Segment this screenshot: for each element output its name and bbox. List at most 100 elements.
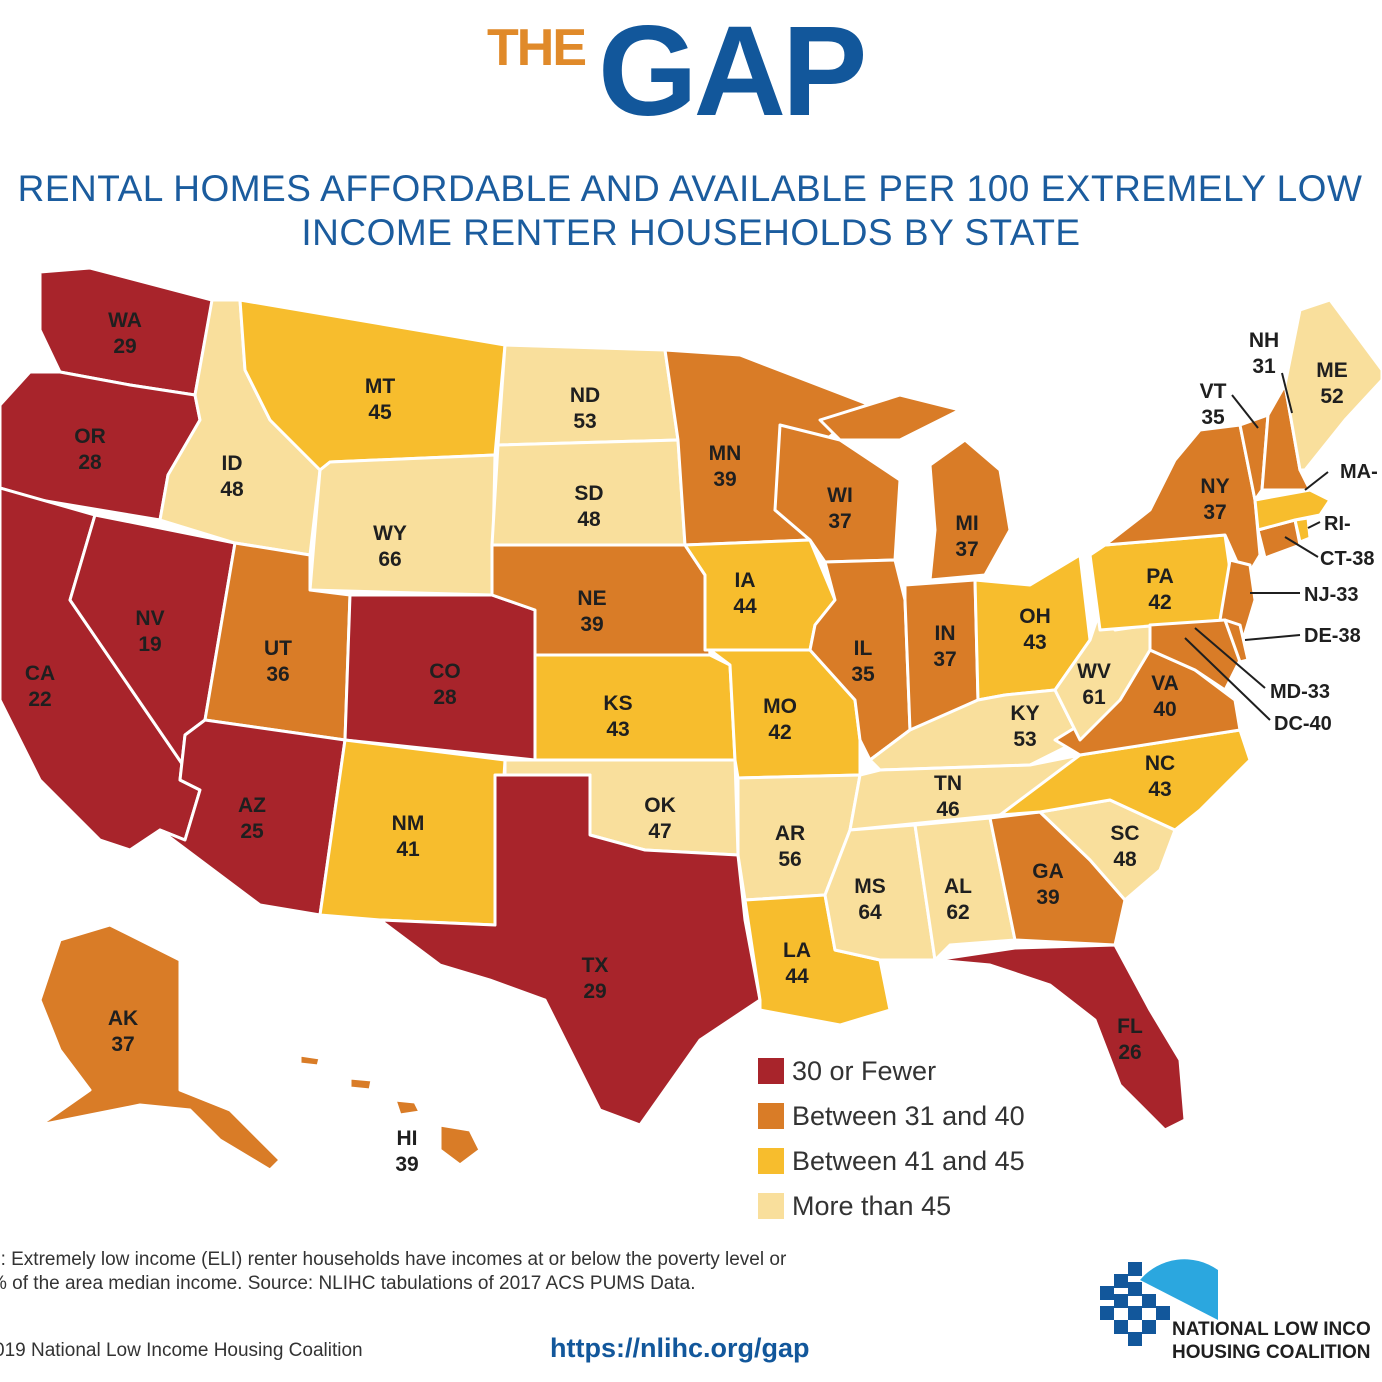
state-value: 53 bbox=[573, 410, 596, 433]
state-value: 37 bbox=[111, 1033, 134, 1056]
legend-label: 30 or Fewer bbox=[792, 1055, 937, 1086]
nlihc-logo bbox=[1100, 1259, 1218, 1346]
state-abbr: IL bbox=[854, 637, 873, 660]
state-abbr: WV bbox=[1077, 660, 1111, 683]
state-value: 19 bbox=[138, 633, 161, 656]
website-link[interactable]: https://nlihc.org/gap bbox=[550, 1333, 810, 1363]
state-value: 42 bbox=[768, 721, 791, 744]
state-abbr: PA bbox=[1146, 565, 1174, 588]
state-abbr: AR bbox=[775, 822, 805, 845]
state-label-ak: AK 37 bbox=[108, 1007, 138, 1056]
legend-label: More than 45 bbox=[792, 1190, 952, 1221]
state-abbr: NM bbox=[392, 812, 425, 835]
state-abbr: NV bbox=[135, 607, 164, 630]
subtitle-line-2: INCOME RENTER HOUSEHOLDS BY STATE bbox=[301, 212, 1081, 253]
state-abbr: SC bbox=[1110, 822, 1139, 845]
state-label-mt: MT 45 bbox=[365, 375, 395, 424]
state-value: 43 bbox=[1023, 631, 1046, 654]
callout-6: DC-40 bbox=[1274, 713, 1332, 735]
state-abbr: MO bbox=[763, 695, 797, 718]
state-tx[interactable] bbox=[378, 773, 762, 1127]
state-label-il: IL 35 bbox=[851, 637, 875, 686]
state-abbr: HI bbox=[397, 1127, 418, 1150]
callout-leaders bbox=[1184, 372, 1329, 721]
state-label-ok: OK 47 bbox=[644, 794, 676, 843]
state-value: 29 bbox=[583, 980, 606, 1003]
state-label-in: IN 37 bbox=[933, 622, 956, 671]
state-label-mn: MN 39 bbox=[709, 442, 742, 491]
state-al[interactable] bbox=[913, 816, 1017, 962]
state-label-ks: KS 43 bbox=[603, 692, 632, 741]
state-label-ne: NE 39 bbox=[577, 587, 606, 636]
state-abbr: NY bbox=[1200, 475, 1229, 498]
state-abbr: WY bbox=[373, 522, 407, 545]
state-label-la: LA 44 bbox=[783, 939, 811, 988]
state-label-mi: MI 37 bbox=[955, 512, 978, 561]
state-abbr: FL bbox=[1117, 1015, 1143, 1038]
state-value: 37 bbox=[933, 648, 956, 671]
title-gap: GAP bbox=[598, 0, 867, 143]
state-label-va: VA 40 bbox=[1151, 672, 1179, 721]
state-value: 48 bbox=[577, 508, 601, 531]
legend-swatch bbox=[758, 1103, 784, 1129]
state-il[interactable] bbox=[808, 558, 912, 762]
state-value: 43 bbox=[606, 718, 629, 741]
callout-1: RI- bbox=[1324, 513, 1351, 535]
state-abbr: CA bbox=[25, 662, 55, 685]
state-abbr: NH bbox=[1249, 329, 1279, 352]
state-label-ut: UT 36 bbox=[264, 637, 292, 686]
state-abbr: VT bbox=[1200, 380, 1227, 403]
state-abbr: ID bbox=[222, 452, 243, 475]
copyright: 019 National Low Income Housing Coalitio… bbox=[0, 1340, 363, 1361]
callout-3: NJ-33 bbox=[1304, 584, 1358, 606]
state-label-mo: MO 42 bbox=[763, 695, 797, 744]
state-ks[interactable] bbox=[533, 653, 737, 762]
state-value: 39 bbox=[713, 468, 736, 491]
state-label-ar: AR 56 bbox=[775, 822, 805, 871]
state-label-ga: GA 39 bbox=[1032, 860, 1064, 909]
state-value: 37 bbox=[828, 510, 851, 533]
legend-swatch bbox=[758, 1193, 784, 1219]
state-label-wi: WI 37 bbox=[827, 484, 853, 533]
state-hi[interactable] bbox=[298, 1053, 482, 1167]
state-mi[interactable] bbox=[818, 393, 1012, 582]
state-abbr: AL bbox=[944, 875, 972, 898]
state-value: 44 bbox=[733, 595, 757, 618]
state-label-nv: NV 19 bbox=[135, 607, 164, 656]
state-abbr: WI bbox=[827, 484, 853, 507]
state-value: 48 bbox=[1113, 848, 1137, 871]
state-value: 28 bbox=[78, 451, 102, 474]
state-value: 45 bbox=[368, 401, 392, 424]
state-abbr: OH bbox=[1019, 605, 1051, 628]
org-name: NATIONAL LOW INCO HOUSING COALITION bbox=[1172, 1319, 1371, 1363]
state-label-co: CO 28 bbox=[429, 660, 461, 709]
state-label-nd: ND 53 bbox=[570, 384, 600, 433]
state-wy[interactable] bbox=[308, 453, 497, 597]
state-label-ky: KY 53 bbox=[1010, 702, 1039, 751]
state-value: 29 bbox=[113, 335, 136, 358]
state-value: 39 bbox=[580, 613, 603, 636]
state-value: 62 bbox=[946, 901, 969, 924]
state-abbr: GA bbox=[1032, 860, 1064, 883]
state-abbr: MN bbox=[709, 442, 742, 465]
state-abbr: WA bbox=[108, 309, 142, 332]
state-label-oh: OH 43 bbox=[1019, 605, 1051, 654]
state-label-ca: CA 22 bbox=[25, 662, 55, 711]
source-note: e: Extremely low income (ELI) renter hou… bbox=[0, 1249, 787, 1294]
state-de[interactable] bbox=[1223, 618, 1250, 664]
state-ak[interactable] bbox=[38, 923, 282, 1172]
legend-item: More than 45 bbox=[758, 1189, 951, 1223]
legend-item: 30 or Fewer bbox=[758, 1054, 936, 1088]
state-label-me: ME 52 bbox=[1316, 359, 1348, 408]
state-fl[interactable] bbox=[933, 943, 1187, 1132]
state-me[interactable] bbox=[1283, 298, 1382, 472]
state-abbr: MS bbox=[854, 875, 886, 898]
state-value: 37 bbox=[955, 538, 978, 561]
state-label-hi: HI 39 bbox=[395, 1127, 418, 1176]
state-value: 28 bbox=[433, 686, 457, 709]
state-label-wa: WA 29 bbox=[108, 309, 142, 358]
state-value: 31 bbox=[1252, 355, 1276, 378]
state-abbr: NC bbox=[1145, 752, 1175, 775]
state-label-ms: MS 64 bbox=[854, 875, 886, 924]
